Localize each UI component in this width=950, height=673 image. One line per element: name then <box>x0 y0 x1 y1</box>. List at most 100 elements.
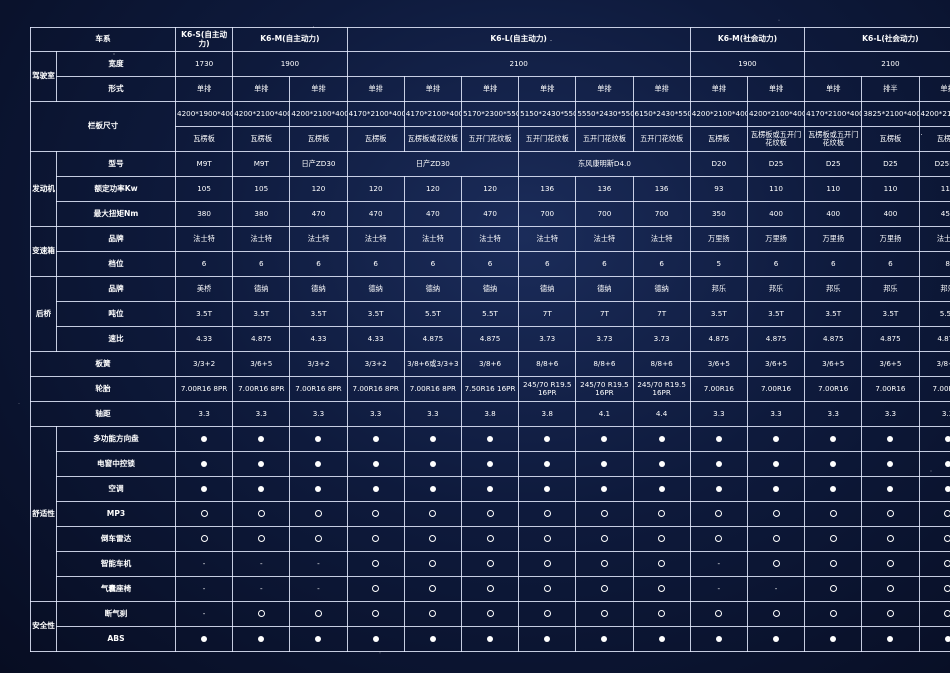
optional-circle-icon <box>314 610 322 618</box>
not-available-dash: - <box>717 558 721 568</box>
axle-brand-row: 后桥品牌美桥德纳德纳德纳德纳德纳德纳德纳德纳邦乐邦乐邦乐邦乐邦乐 <box>30 276 950 352</box>
optional-circle-icon <box>600 610 608 618</box>
optional-circle-icon <box>772 610 780 618</box>
standard-dot-icon <box>887 485 894 492</box>
feature-cell <box>346 601 405 627</box>
optional-circle-icon <box>658 535 666 543</box>
feature-cell: - <box>289 576 348 602</box>
optional-circle-icon <box>600 585 608 593</box>
cargo-type-cell: 五开门花纹板 <box>575 126 634 152</box>
feature-cell <box>232 626 291 652</box>
feature-cell <box>346 551 405 577</box>
feature-cell <box>804 576 863 602</box>
standard-dot-icon <box>258 435 265 442</box>
feature-cell <box>232 426 291 452</box>
form-cell: 排半 <box>861 76 920 102</box>
standard-dot-icon <box>830 635 837 642</box>
optional-circle-icon <box>829 535 837 543</box>
wheelbase-cell: 3.3 <box>689 401 748 427</box>
width-cell: 1900 <box>689 51 806 77</box>
engine-power-row: 额定功率Kw 105 105 120 120 120 120 136 136 136 93 110 11… <box>31 176 950 202</box>
axle-brand-cell: 邦乐 <box>689 276 748 302</box>
optional-circle-icon <box>257 510 265 518</box>
ratio-cell: 4.875 <box>861 326 920 352</box>
optional-circle-icon <box>429 560 437 568</box>
gearbox-brand-cell: 法士特 <box>232 226 291 252</box>
power-cell: 136 <box>575 176 634 202</box>
standard-dot-icon <box>658 460 665 467</box>
cargo-size-cell: 4200*2100*400 <box>289 101 348 127</box>
cargo-type-cell: 瓦楞板 <box>174 126 234 152</box>
standard-dot-icon <box>544 485 551 492</box>
leaf-spring-cell: 8/8+6 <box>632 351 691 377</box>
tire-cell: 7.50R16 16PR <box>460 376 520 402</box>
row-label-leaf-spring: 板簧 <box>30 351 176 377</box>
cargo-type-cell: 瓦楞板 <box>918 126 950 152</box>
feature-cell <box>804 451 863 477</box>
feature-cell <box>632 601 691 627</box>
optional-circle-icon <box>658 585 666 593</box>
gearbox-brand-cell: 万里扬 <box>689 226 748 252</box>
group-rear-axle: 后桥 <box>30 276 57 352</box>
gearbox-brand-cell: 万里扬 <box>746 226 806 252</box>
feature-cell <box>861 576 920 602</box>
feature-cell: - <box>174 551 234 577</box>
feature-cell <box>804 476 863 502</box>
feature-cell <box>689 451 748 477</box>
standard-dot-icon <box>773 635 780 642</box>
optional-circle-icon <box>944 535 950 543</box>
axle-ratio-row: 速比 4.33 4.875 4.33 4.33 4.875 4.875 3.73 3.73 3.7… <box>31 326 950 352</box>
comfort-feature-row: 气囊座椅 - - - - - <box>31 576 950 602</box>
feature-cell <box>346 426 405 452</box>
feature-label: 气囊座椅 <box>56 576 176 602</box>
cargo-size-cell: 4170*2100*400 <box>804 101 863 127</box>
feature-cell <box>632 551 691 577</box>
row-label-tonnage: 吨位 <box>56 301 176 327</box>
power-cell: 136 <box>632 176 691 202</box>
optional-circle-icon <box>543 535 551 543</box>
feature-cell: - <box>689 551 748 577</box>
header-row: 车系 K6-S(自主动力) K6-M(自主动力) K6-L(自主动力) K6-M(社会动… <box>30 27 950 52</box>
cargo-type-cell: 五开门花纹板 <box>518 126 577 152</box>
cargo-size-cell: 4200*1900*400 <box>174 101 234 127</box>
wheelbase-cell: 3.3 <box>746 401 806 427</box>
optional-circle-icon <box>772 510 780 518</box>
feature-cell <box>460 501 520 527</box>
ratio-cell: 4.33 <box>289 326 348 352</box>
standard-dot-icon <box>372 435 379 442</box>
feature-cell <box>804 526 863 552</box>
feature-cell <box>804 551 863 577</box>
ratio-cell: 4.33 <box>346 326 405 352</box>
axle-brand-cell: 邦乐 <box>746 276 806 302</box>
cargo-type-cell: 瓦楞板或五开门花纹板 <box>804 126 863 152</box>
cargo-type-cell: 五开门花纹板 <box>460 126 520 152</box>
feature-cell <box>346 526 405 552</box>
optional-circle-icon <box>944 610 950 618</box>
optional-circle-icon <box>715 535 723 543</box>
wheelbase-cell: 3.3 <box>289 401 348 427</box>
form-cell: 单排 <box>232 76 291 102</box>
not-available-dash: - <box>774 583 778 593</box>
power-cell: 93 <box>689 176 748 202</box>
feature-cell: - <box>689 576 748 602</box>
cargo-type-cell: 五开门花纹板 <box>632 126 691 152</box>
engine-torque-row: 最大扭矩Nm 380 380 470 470 470 470 700 700 700 350 400 4… <box>31 201 950 227</box>
tire-cell: 245/70 R19.5 16PR <box>518 376 577 402</box>
leaf-spring-cell: 3/8+6 <box>918 351 950 377</box>
leaf-spring-cell: 3/8+6 <box>460 351 520 377</box>
axle-brand-cell: 邦乐 <box>804 276 863 302</box>
wheelbase-row: 轴距 3.3 3.3 3.3 3.3 3.3 3.8 3.8 4.1 4.4 3.3 3.3 3.3 3.… <box>30 401 950 427</box>
form-cell: 单排 <box>918 76 950 102</box>
cargo-size-cell: 4170*2100*400 <box>403 101 462 127</box>
optional-circle-icon <box>429 535 437 543</box>
feature-cell <box>174 451 234 477</box>
optional-circle-icon <box>200 535 208 543</box>
standard-dot-icon <box>773 435 780 442</box>
feature-cell <box>689 601 748 627</box>
feature-cell <box>174 626 234 652</box>
feature-cell <box>918 576 950 602</box>
feature-cell <box>403 476 462 502</box>
row-label-wheelbase: 轴距 <box>30 401 176 427</box>
feature-cell <box>403 576 462 602</box>
feature-cell <box>403 551 462 577</box>
